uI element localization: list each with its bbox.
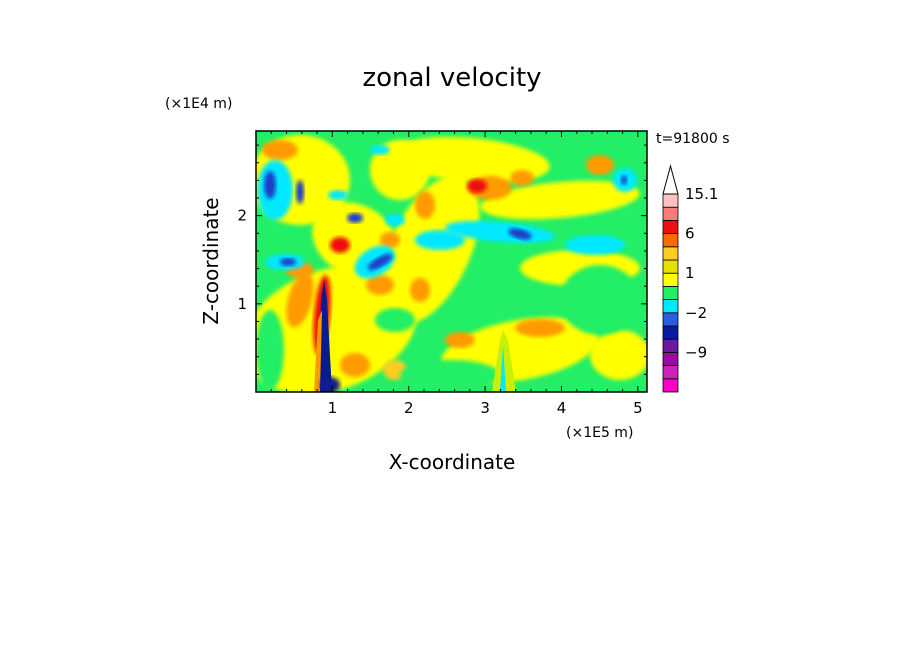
velocity-contour bbox=[380, 175, 480, 325]
velocity-contour bbox=[390, 137, 550, 183]
velocity-field bbox=[256, 135, 647, 392]
colorbar-label: 1 bbox=[685, 264, 695, 282]
velocity-contour bbox=[400, 360, 500, 390]
colorbar-swatch bbox=[662, 259, 679, 274]
y-axis-ticks: 12 bbox=[237, 144, 647, 375]
colorbar-label: 6 bbox=[685, 225, 695, 243]
colorbar: 15.1 6 1 −2 −9 bbox=[662, 164, 718, 393]
velocity-contour bbox=[330, 237, 350, 253]
velocity-contour bbox=[590, 330, 647, 380]
velocity-contour bbox=[370, 145, 390, 155]
plot-frame bbox=[255, 130, 648, 393]
velocity-contour bbox=[296, 180, 304, 204]
velocity-contour bbox=[367, 253, 393, 271]
velocity-contour bbox=[415, 230, 465, 250]
velocity-contour bbox=[508, 228, 532, 240]
velocity-contour bbox=[467, 179, 487, 193]
velocity-contour bbox=[445, 332, 475, 348]
colorbar-label: 15.1 bbox=[685, 185, 718, 203]
velocity-contour bbox=[347, 213, 363, 223]
velocity-contour bbox=[621, 175, 627, 185]
x-tick-label: 2 bbox=[404, 399, 414, 417]
velocity-contour bbox=[314, 310, 322, 392]
y-tick-label: 1 bbox=[237, 295, 247, 313]
colorbar-label: −9 bbox=[685, 343, 707, 361]
velocity-contour bbox=[560, 265, 640, 335]
colorbar-swatch bbox=[662, 351, 679, 366]
velocity-contour bbox=[280, 258, 296, 266]
colorbar-swatch bbox=[662, 312, 679, 327]
velocity-contour bbox=[318, 280, 332, 392]
velocity-contour bbox=[410, 278, 430, 302]
colorbar-swatch bbox=[662, 365, 679, 380]
velocity-contour bbox=[340, 353, 370, 377]
velocity-contour bbox=[256, 265, 418, 392]
velocity-contour bbox=[366, 275, 394, 295]
colorbar-swatch bbox=[662, 219, 679, 234]
velocity-contour bbox=[256, 310, 284, 390]
colorbar-swatch bbox=[662, 338, 679, 353]
x-tick-label: 5 bbox=[633, 399, 643, 417]
velocity-contour bbox=[415, 191, 435, 219]
velocity-contour bbox=[370, 140, 430, 200]
velocity-contour bbox=[385, 214, 405, 226]
plot-area bbox=[256, 131, 647, 392]
colorbar-swatch bbox=[662, 206, 679, 221]
colorbar-swatch bbox=[662, 325, 679, 340]
colorbar-swatch bbox=[662, 299, 679, 314]
velocity-contour bbox=[565, 235, 625, 255]
velocity-contour bbox=[586, 155, 614, 175]
colorbar-swatch bbox=[662, 378, 679, 393]
colorbar-swatch bbox=[662, 193, 679, 208]
x-axis-label: X-coordinate bbox=[389, 450, 516, 474]
x-tick-label: 4 bbox=[557, 399, 567, 417]
velocity-contour bbox=[328, 190, 348, 200]
x-tick-label: 3 bbox=[480, 399, 490, 417]
velocity-contour bbox=[380, 232, 400, 248]
velocity-contour bbox=[286, 272, 314, 328]
velocity-contour bbox=[510, 170, 534, 186]
x-axis-ticks: 1 2 3 4 5 bbox=[270, 131, 643, 417]
x-axis-unit: (×1E5 m) bbox=[566, 425, 633, 441]
y-axis-label: Z-coordinate bbox=[199, 197, 223, 324]
velocity-contour bbox=[375, 308, 415, 332]
colorbar-label: −2 bbox=[685, 304, 707, 322]
time-label: t=91800 s bbox=[656, 131, 730, 147]
colorbar-swatch bbox=[662, 285, 679, 300]
y-tick-label: 2 bbox=[237, 207, 247, 225]
colorbar-overflow-arrow bbox=[662, 164, 679, 195]
velocity-contour bbox=[500, 345, 506, 392]
velocity-contour bbox=[262, 140, 298, 160]
velocity-contour bbox=[320, 377, 340, 392]
velocity-contour bbox=[480, 180, 640, 220]
colorbar-swatch bbox=[662, 246, 679, 261]
chart-title: zonal velocity bbox=[362, 63, 541, 93]
velocity-contour bbox=[515, 319, 565, 337]
velocity-contour bbox=[264, 171, 276, 199]
y-axis-unit: (×1E4 m) bbox=[165, 96, 232, 112]
x-tick-label: 1 bbox=[328, 399, 338, 417]
colorbar-swatch bbox=[662, 233, 679, 248]
colorbar-swatch bbox=[662, 272, 679, 287]
